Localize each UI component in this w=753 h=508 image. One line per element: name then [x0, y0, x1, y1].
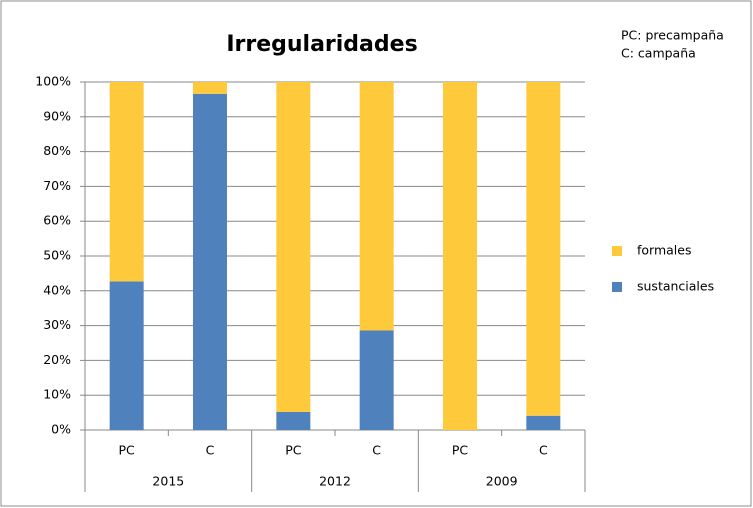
y-tick-label: 90%: [43, 108, 71, 123]
x-tick-label: PC: [452, 443, 469, 458]
legend-swatch: [612, 246, 622, 256]
annotation: PC: precampaña: [621, 28, 724, 43]
y-tick-label: 20%: [43, 352, 71, 367]
x-tick-label: PC: [285, 443, 302, 458]
bar-segment: [276, 82, 311, 412]
bar-segment: [443, 82, 477, 430]
y-tick-label: 10%: [43, 387, 71, 402]
group-label: 2009: [486, 474, 518, 489]
y-tick-label: 60%: [43, 213, 71, 228]
bar-segment: [193, 93, 227, 430]
y-tick-label: 30%: [43, 317, 71, 332]
x-tick-label: C: [206, 443, 215, 458]
legend-swatch: [612, 282, 622, 292]
legend-label: formales: [637, 243, 691, 258]
bar-segment: [193, 82, 227, 94]
y-tick-label: 0%: [51, 422, 71, 437]
bar-segment: [109, 281, 144, 430]
group-label: 2012: [319, 474, 351, 489]
y-tick-label: 70%: [43, 178, 71, 193]
bar-segment: [109, 82, 144, 282]
bar-segment: [359, 330, 394, 430]
bar-segment: [359, 82, 394, 331]
y-tick-label: 100%: [35, 74, 71, 89]
y-tick-label: 50%: [43, 248, 71, 263]
x-tick-label: C: [539, 443, 548, 458]
bar-segment: [526, 82, 561, 416]
x-tick-label: PC: [119, 443, 136, 458]
legend-label: sustanciales: [637, 279, 714, 294]
bar-segment: [276, 411, 311, 430]
chart-title: Irregularidades: [226, 32, 417, 57]
y-tick-label: 80%: [43, 143, 71, 158]
group-label: 2015: [152, 474, 184, 489]
x-tick-label: C: [372, 443, 381, 458]
annotation: C: campaña: [621, 46, 696, 61]
bar-segment: [526, 415, 561, 430]
y-tick-label: 40%: [43, 282, 71, 297]
